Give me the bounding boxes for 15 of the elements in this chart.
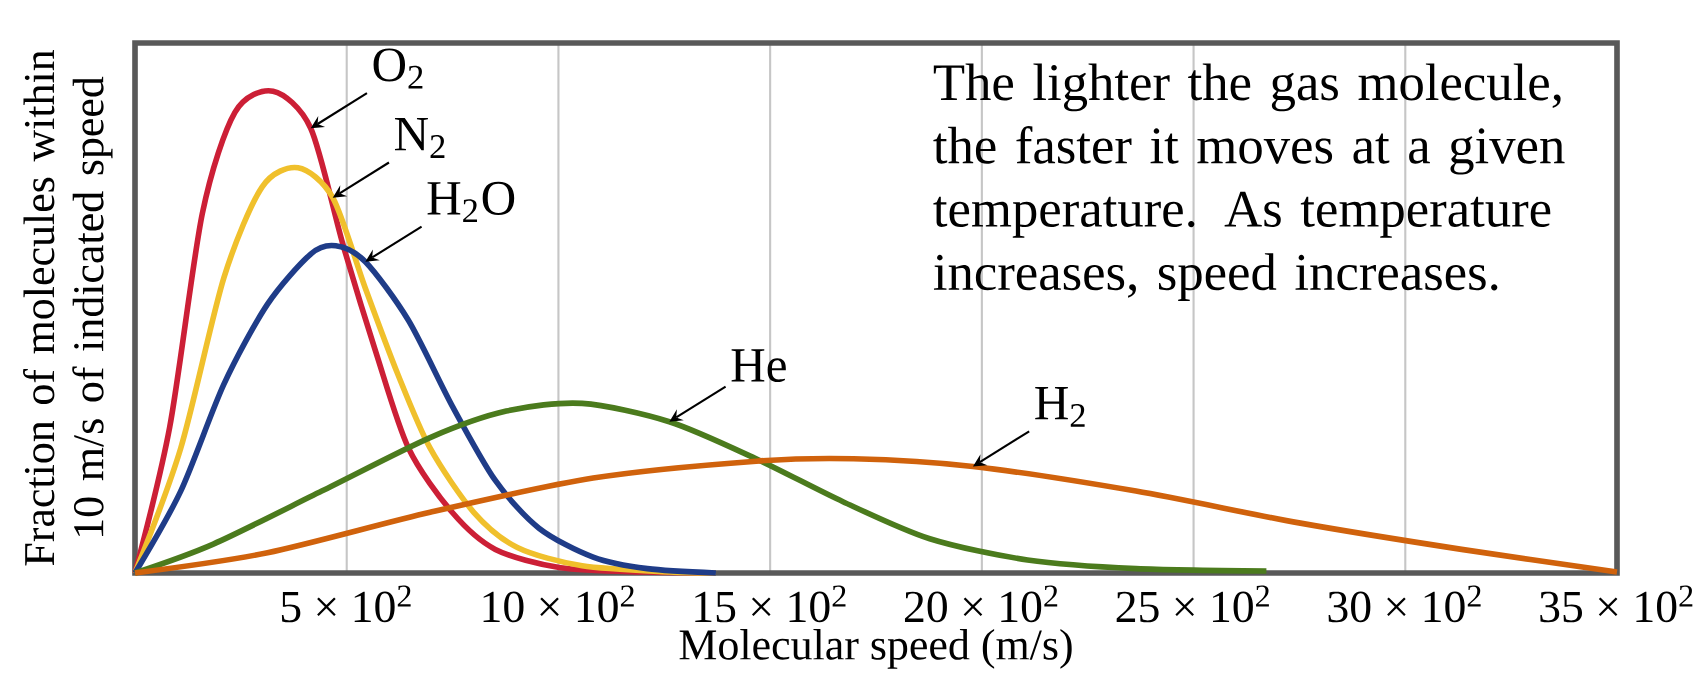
x-tick-label: 35 × 10$^{2}$	[1540, 585, 1693, 623]
x-tick-label: 30 × 10$^{2}$	[1328, 585, 1481, 623]
y-axis-title: Fraction of molecules within 10 m/s of indicated speed	[23, 49, 113, 566]
x-tick-label: 15 × 10$^{2}$	[695, 585, 846, 623]
annotation: The lighter the gas molecule, the faster it moves at a given temperature. As temperature increases, speed increases.	[933, 63, 1565, 301]
series-label: H$_{2}$	[1035, 386, 1085, 427]
series-label: N$_{2}$	[394, 118, 445, 158]
x-tick-label: 5 × 10$^{2}$	[281, 585, 411, 623]
x-tick-label: 20 × 10$^{2}$	[904, 585, 1058, 623]
x-tick-label: 10 × 10$^{2}$	[483, 585, 634, 623]
series-label: H$_{2}$O	[427, 181, 515, 223]
x-axis-title: Molecular speed (m/s)	[679, 628, 1072, 669]
series-label: He	[731, 349, 786, 382]
series-label: O$_{2}$	[373, 48, 423, 89]
x-tick-label: 25 × 10$^{2}$	[1116, 585, 1269, 623]
